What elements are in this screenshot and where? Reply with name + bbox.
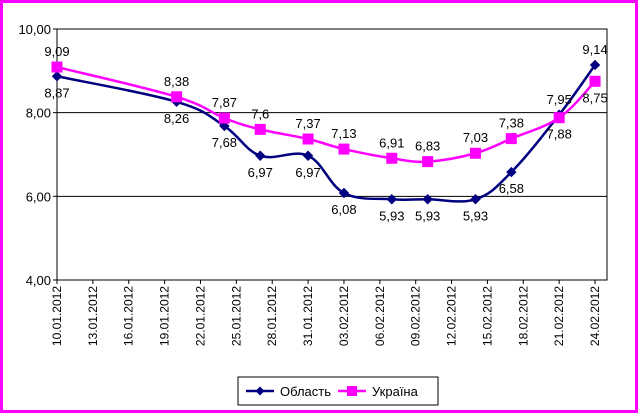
legend-label: Область [280,384,331,399]
x-tick-label: 16.01.2012 [122,286,136,346]
data-point-ukraine [302,133,314,145]
data-point-ukraine [589,75,601,87]
data-label: 5,93 [463,208,488,223]
data-point-oblast [219,120,230,132]
data-label: 7,37 [295,116,320,131]
data-point-oblast [470,194,481,205]
x-tick-label: 03.02.2012 [337,286,351,346]
data-point-oblast [589,59,601,71]
data-point-ukraine [422,156,434,168]
data-label: 6,91 [379,135,404,150]
x-tick-label: 19.01.2012 [158,286,172,346]
x-tick-label: 13.01.2012 [86,286,100,346]
x-tick-label: 24.02.2012 [588,286,602,346]
data-point-oblast [338,187,350,199]
series-line-1 [56,64,597,203]
data-point-oblast [255,150,266,161]
data-label: 7,87 [212,95,237,110]
data-label: 5,93 [379,208,404,223]
data-label: 8,38 [164,74,189,89]
data-label: 7,38 [499,116,524,131]
y-tick-label: 4,00 [26,273,51,288]
data-point-ukraine [51,61,63,73]
data-point-ukraine [338,143,350,155]
data-label: 8,87 [44,85,69,100]
data-label: 7,95 [547,92,572,107]
data-point-ukraine [218,112,230,124]
data-point-ukraine [469,147,481,159]
data-label: 6,08 [331,202,356,217]
data-point-ukraine [171,91,183,103]
data-point-ukraine [254,123,266,135]
data-label: 6,97 [295,165,320,180]
data-label: 8,75 [582,90,607,105]
y-tick-label: 8,00 [26,106,51,121]
data-point-ukraine [553,112,565,124]
data-point-oblast [506,166,517,178]
legend-label: Україна [372,384,419,399]
data-point-ukraine [386,152,398,164]
data-label: 5,93 [415,208,440,223]
data-label: 7,13 [331,126,356,141]
x-tick-label: 10.01.2012 [50,286,64,346]
legend-marker-diamond [255,386,265,396]
data-label: 7,88 [547,127,572,142]
data-point-oblast [422,194,433,205]
data-point-ukraine [505,133,517,145]
data-label: 7,03 [463,130,488,145]
data-label: 9,14 [582,42,607,57]
data-label: 8,26 [164,111,189,126]
y-tick-label: 6,00 [26,189,51,204]
x-tick-label: 09.02.2012 [409,286,423,346]
x-tick-label: 28.01.2012 [265,286,279,346]
plot-area [56,28,608,281]
data-point-oblast [302,150,314,161]
x-tick-label: 18.02.2012 [516,286,530,346]
x-tick-label: 15.02.2012 [480,286,494,346]
data-label: 7,68 [212,135,237,150]
x-tick-label: 21.02.2012 [552,286,566,346]
x-tick-label: 25.01.2012 [229,286,243,346]
data-label: 6,58 [499,181,524,196]
x-tick-label: 31.01.2012 [301,286,315,346]
x-tick-label: 06.02.2012 [373,286,387,346]
data-label: 6,83 [415,139,440,154]
data-label: 6,97 [248,165,273,180]
y-tick-label: 10,00 [18,22,51,37]
data-point-oblast [386,194,397,205]
legend-marker-square [347,386,357,396]
data-label: 9,09 [44,44,69,59]
x-tick-label: 12.02.2012 [445,286,459,346]
data-point-oblast [51,71,63,82]
data-label: 7,6 [251,106,269,121]
x-tick-label: 22.01.2012 [193,286,207,346]
